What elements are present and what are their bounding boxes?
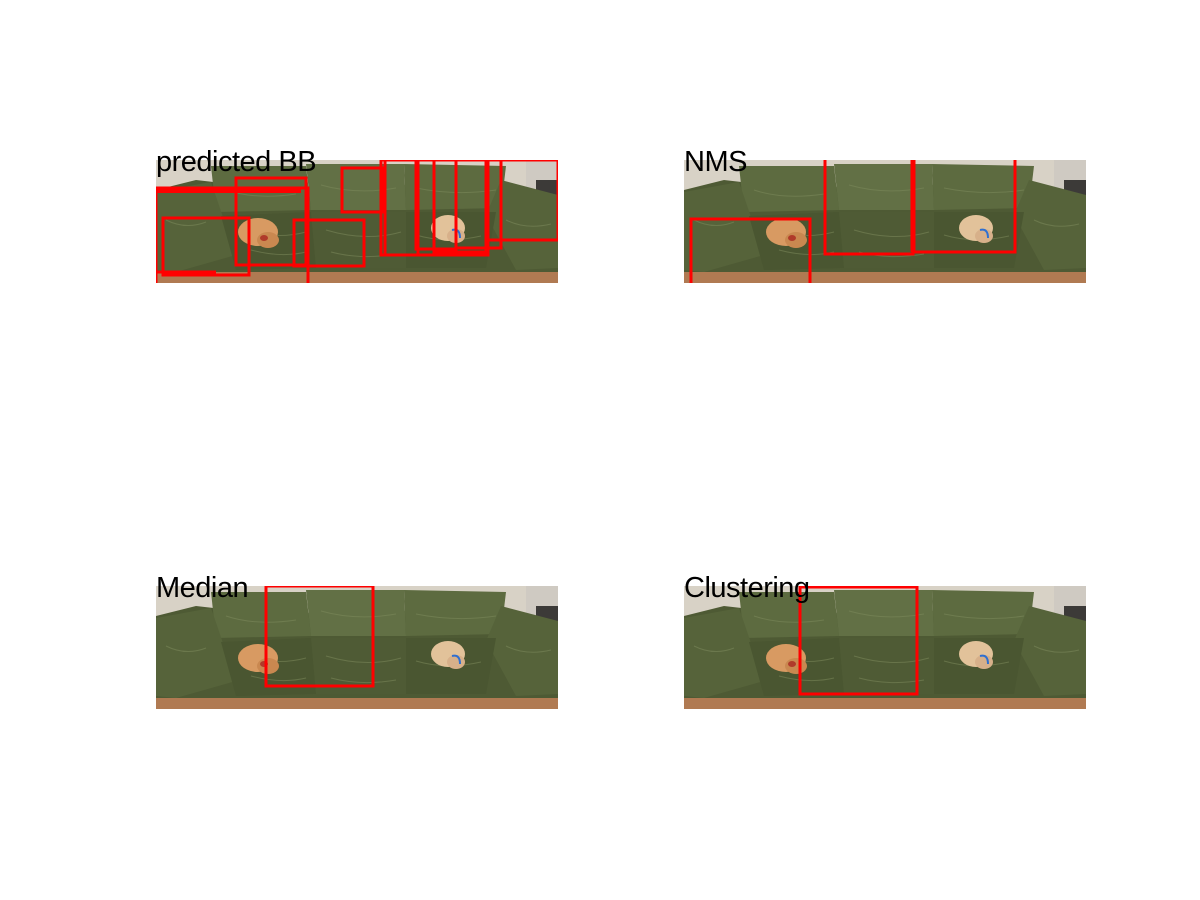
panel-title: NMS xyxy=(684,146,747,178)
panel-nms: NMS xyxy=(684,146,1086,283)
panel-median: Median xyxy=(156,572,558,709)
sofa-photo xyxy=(156,160,558,283)
nms-boxes xyxy=(689,160,1017,283)
sofa-photo xyxy=(684,586,1086,709)
bounding-box xyxy=(161,216,251,277)
bounding-box xyxy=(416,160,490,257)
bounding-box xyxy=(292,218,366,268)
bounding-box xyxy=(454,160,503,250)
sofa-photo xyxy=(684,160,1086,283)
panel-title: Clustering xyxy=(684,572,810,604)
bounding-box xyxy=(689,217,812,283)
bounding-box xyxy=(264,586,375,688)
panel-title: predicted BB xyxy=(156,146,317,178)
sofa-photo xyxy=(156,586,558,709)
bounding-box xyxy=(798,586,919,696)
bounding-box xyxy=(484,160,558,242)
panel-predicted-bb: predicted BB xyxy=(156,146,558,283)
panel-clustering: Clustering xyxy=(684,572,1086,709)
panel-title: Median xyxy=(156,572,249,604)
predicted-boxes xyxy=(156,160,558,283)
